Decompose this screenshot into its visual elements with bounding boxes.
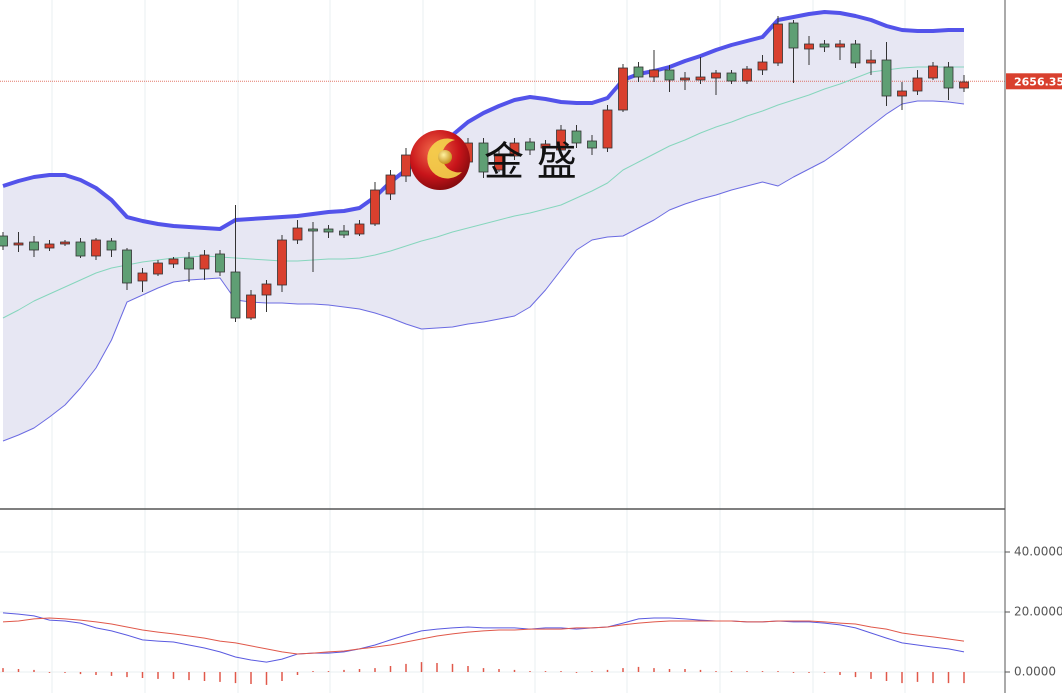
candle-body bbox=[788, 22, 799, 49]
candle-body bbox=[184, 257, 194, 270]
candle-body bbox=[75, 241, 86, 257]
candle-body bbox=[680, 77, 690, 81]
band-fill bbox=[3, 12, 964, 441]
candle-body bbox=[866, 59, 876, 64]
candle-body bbox=[897, 90, 907, 97]
candle-body bbox=[509, 142, 520, 157]
candle-body bbox=[819, 43, 830, 48]
candle-body bbox=[122, 249, 132, 284]
indicator-line bbox=[2, 617, 965, 655]
price-panel: 2656.350 bbox=[0, 10, 1062, 442]
band-line bbox=[2, 66, 964, 319]
candle-body bbox=[943, 66, 954, 89]
candle-body bbox=[711, 72, 721, 79]
candle-body bbox=[556, 129, 566, 151]
candle-body bbox=[773, 23, 783, 64]
candle-body bbox=[277, 239, 287, 286]
candle-body bbox=[540, 143, 551, 149]
indicator-panel: 0.0000 20.0000 40.0000 bbox=[0, 545, 1062, 685]
candle-body bbox=[339, 230, 349, 236]
candle-body bbox=[60, 241, 70, 245]
candle-body bbox=[757, 61, 768, 71]
indicator-line bbox=[2, 612, 965, 663]
band-line bbox=[2, 10, 964, 231]
last-price-label: 2656.350 bbox=[1014, 75, 1062, 88]
candle-body bbox=[44, 243, 55, 249]
candle-body bbox=[323, 228, 334, 233]
candle-body bbox=[912, 77, 923, 92]
candle-body bbox=[215, 253, 225, 273]
candle-body bbox=[153, 262, 163, 275]
candle-body bbox=[354, 223, 365, 235]
band-line bbox=[2, 100, 965, 442]
candle-body bbox=[664, 69, 675, 81]
candle-body bbox=[726, 72, 737, 82]
candle-body bbox=[649, 69, 659, 78]
candle-body bbox=[804, 43, 814, 50]
candle-body bbox=[29, 241, 39, 251]
last-price-tag bbox=[1006, 73, 1062, 90]
candle-body bbox=[602, 109, 613, 149]
candle-body bbox=[571, 130, 582, 144]
y-tick-label: 20.0000 bbox=[1014, 605, 1062, 619]
y-tick-label: 0.0000 bbox=[1014, 665, 1056, 679]
candle-body bbox=[106, 240, 117, 251]
candle-body bbox=[525, 141, 535, 151]
candle-body bbox=[959, 81, 969, 89]
candle-body bbox=[13, 242, 24, 246]
candle-body bbox=[850, 43, 861, 64]
candle-body bbox=[494, 154, 504, 171]
logo-swirl bbox=[427, 138, 462, 179]
candle-body bbox=[742, 68, 752, 82]
y-tick-label: 40.0000 bbox=[1014, 545, 1062, 559]
candle-body bbox=[308, 228, 318, 232]
candle-body bbox=[137, 272, 148, 282]
candle-body bbox=[385, 174, 396, 195]
candle-body bbox=[695, 76, 706, 81]
candle-body bbox=[292, 227, 303, 241]
candle-body bbox=[928, 65, 938, 79]
candle-body bbox=[401, 154, 411, 177]
candle-body bbox=[881, 59, 892, 97]
watermark-text: 金 盛 bbox=[484, 139, 577, 185]
candle-body bbox=[587, 140, 597, 149]
candle-body bbox=[370, 189, 380, 225]
candle-body bbox=[168, 258, 179, 265]
candle-body bbox=[0, 235, 8, 247]
candle-body bbox=[91, 239, 101, 257]
candle-body bbox=[199, 254, 210, 270]
candle-body bbox=[633, 66, 644, 78]
logo-dot bbox=[438, 150, 452, 164]
candle-body bbox=[230, 271, 241, 319]
candle-body bbox=[261, 283, 272, 296]
watermark-logo: 金 盛 bbox=[410, 130, 577, 190]
candle-body bbox=[246, 294, 256, 319]
candle-body bbox=[835, 43, 845, 48]
candle-body bbox=[478, 142, 489, 173]
candle-body bbox=[618, 67, 628, 111]
